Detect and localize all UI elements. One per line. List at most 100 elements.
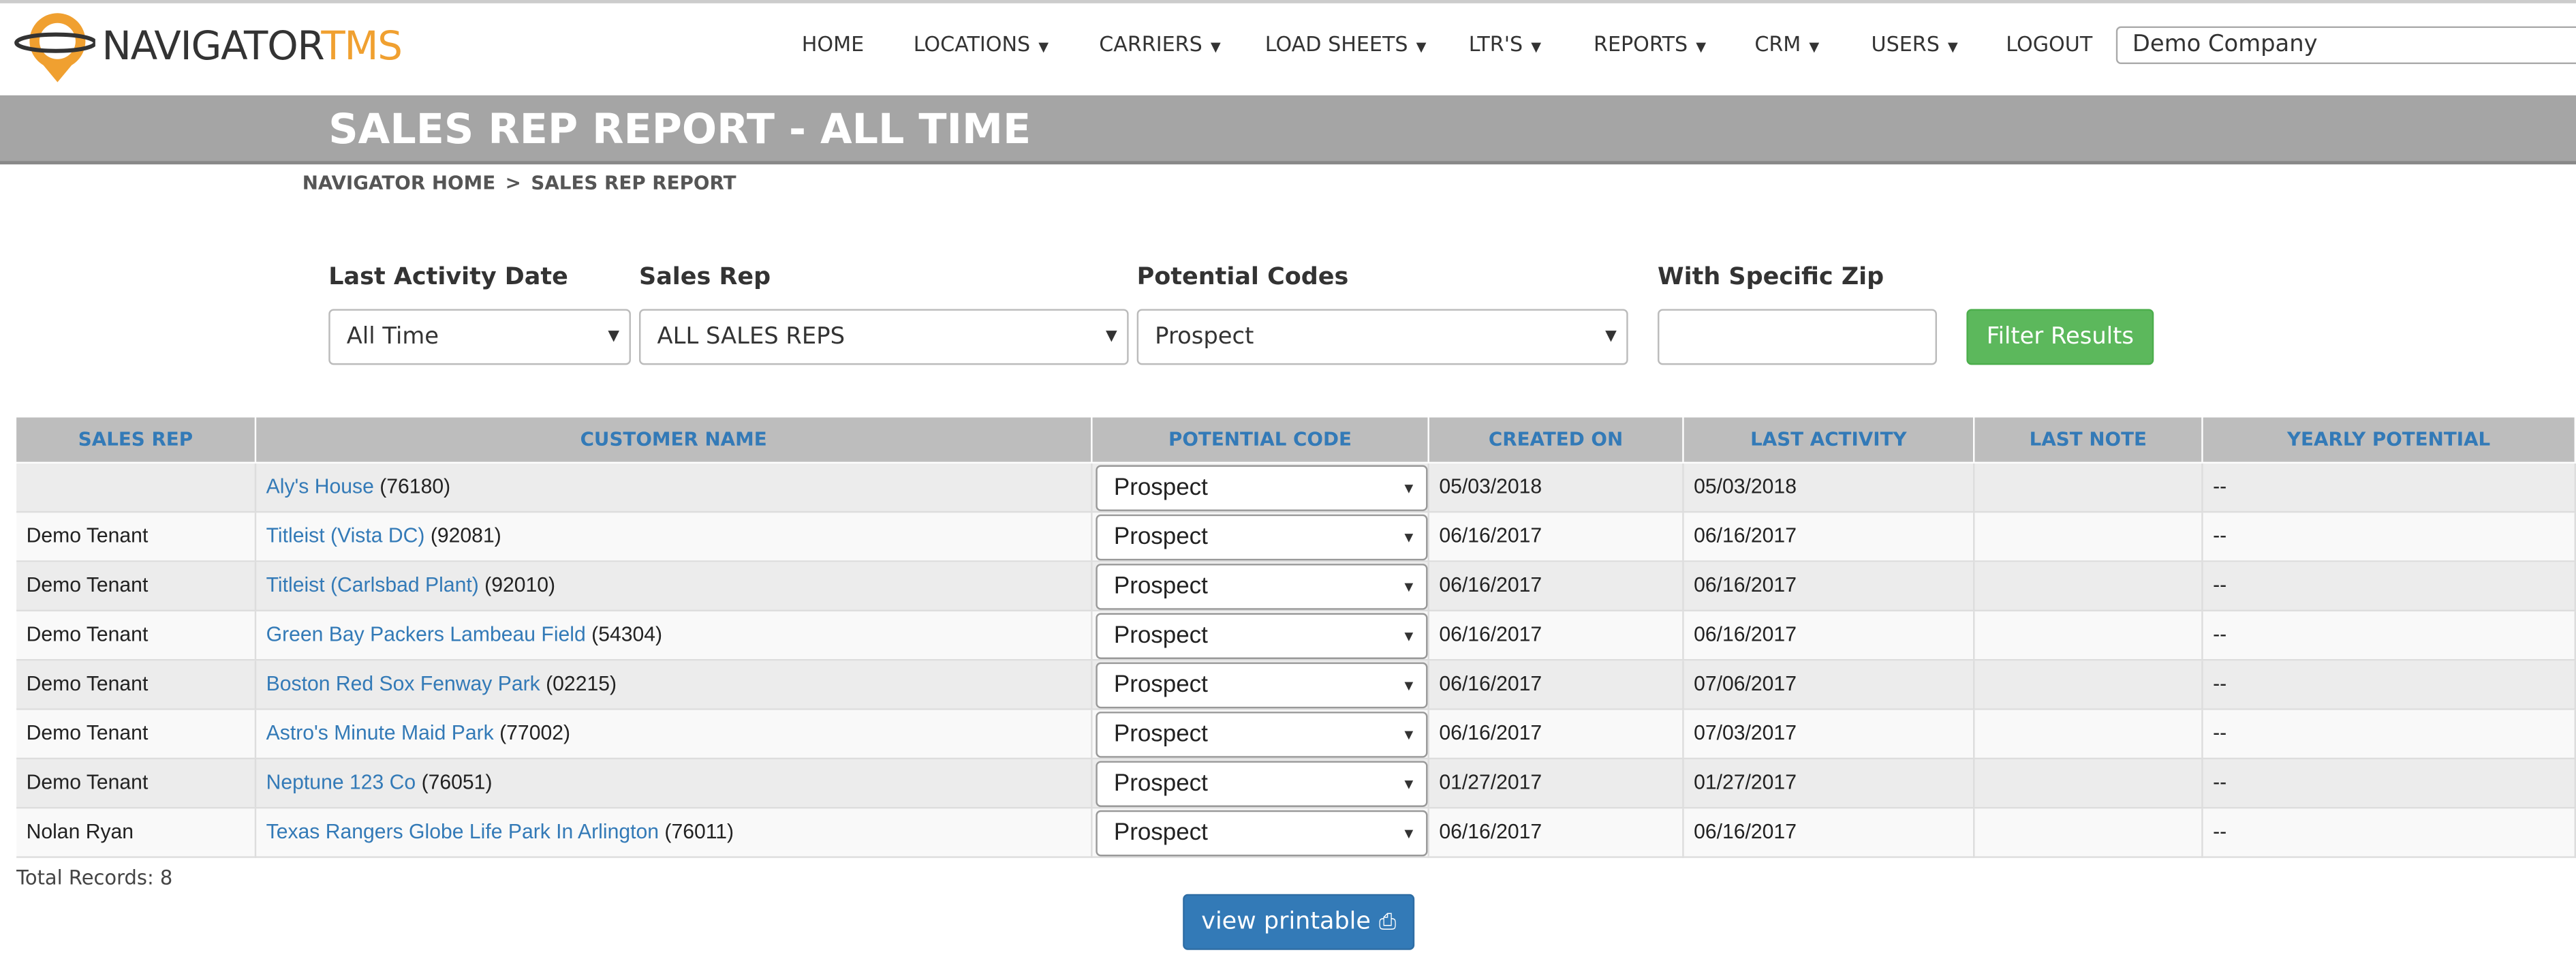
nav-label: HOME — [801, 31, 865, 56]
rep-text: Demo Tenant — [26, 573, 149, 597]
nav-link[interactable]: CRM ▼ — [1754, 31, 1819, 56]
nav-link[interactable]: LOAD SHEETS ▼ — [1265, 31, 1427, 56]
customer-link[interactable]: Neptune 123 Co — [266, 770, 416, 794]
nav-link[interactable]: LTR'S ▼ — [1469, 31, 1541, 56]
table-cell: -- — [2203, 808, 2576, 858]
potential-code-select[interactable]: Prospect ▼ — [1096, 810, 1428, 857]
created-text: 05/03/2018 — [1439, 474, 1542, 498]
rep-text: Nolan Ryan — [26, 820, 134, 844]
filter-select[interactable]: ALL SALES REPS ▼ — [639, 309, 1129, 365]
table-cell: -- — [2203, 513, 2576, 562]
breadcrumb-item[interactable]: NAVIGATOR HOME — [302, 170, 496, 194]
last-activity-text: 06/16/2017 — [1694, 820, 1797, 844]
filter-input[interactable] — [1658, 309, 1937, 365]
nav-label: CRM — [1754, 31, 1801, 56]
last-activity-text: 06/16/2017 — [1694, 573, 1797, 597]
rep-text: Demo Tenant — [26, 721, 149, 745]
table-cell: 01/27/2017 — [1429, 759, 1684, 809]
filter-button[interactable]: Filter Results — [1966, 309, 2154, 365]
table-cell — [16, 463, 257, 513]
potential-code-select[interactable]: Prospect ▼ — [1096, 514, 1428, 561]
select-caret: ▼ — [1401, 577, 1416, 594]
yearly-text: -- — [2213, 573, 2227, 597]
table-cell: Demo Tenant — [16, 611, 257, 661]
select-caret: ▼ — [608, 329, 620, 346]
customer-zip: (92081) — [430, 524, 501, 547]
table-cell: 01/27/2017 — [1684, 759, 1975, 809]
column-header: POTENTIAL CODE — [1093, 417, 1429, 462]
customer-link[interactable]: Titleist (Vista DC) — [266, 524, 425, 547]
potential-code-select[interactable]: Prospect ▼ — [1096, 564, 1428, 610]
potential-code-select[interactable]: Prospect ▼ — [1096, 712, 1428, 758]
last-activity-text: 06/16/2017 — [1694, 622, 1797, 646]
last-activity-text: 07/06/2017 — [1694, 672, 1797, 696]
nav-link[interactable]: USERS ▼ — [1872, 31, 1958, 56]
nav-link[interactable]: HOME — [802, 31, 864, 56]
potential-code-select[interactable]: Prospect ▼ — [1096, 465, 1428, 511]
select-caret: ▼ — [1401, 725, 1416, 742]
table-cell: Prospect ▼ — [1093, 710, 1429, 760]
table-cell: Prospect ▼ — [1093, 611, 1429, 661]
total-records: Total Records: 8 — [16, 866, 173, 889]
last-activity-text: 01/27/2017 — [1694, 770, 1797, 794]
column-header: SALES REP — [16, 417, 257, 462]
filter-select[interactable]: Prospect ▼ — [1136, 309, 1628, 365]
potential-code-value: Prospect — [1113, 720, 1208, 747]
potential-code-value: Prospect — [1113, 671, 1208, 698]
company-select[interactable]: Demo Company — [2115, 26, 2576, 65]
table-cell: 07/06/2017 — [1684, 660, 1975, 710]
nav-caret: ▼ — [1210, 39, 1221, 55]
column-header: CREATED ON — [1429, 417, 1684, 462]
table-cell — [1974, 759, 2203, 809]
table-cell — [1974, 513, 2203, 562]
customer-link[interactable]: Titleist (Carlsbad Plant) — [266, 573, 479, 597]
table-cell: Prospect ▼ — [1093, 562, 1429, 612]
filter-select[interactable]: All Time ▼ — [328, 309, 631, 365]
potential-code-value: Prospect — [1113, 523, 1208, 550]
nav-link[interactable]: REPORTS ▼ — [1594, 31, 1706, 56]
potential-code-select[interactable]: Prospect ▼ — [1096, 613, 1428, 659]
potential-code-select[interactable]: Prospect ▼ — [1096, 662, 1428, 709]
nav-caret: ▼ — [1809, 39, 1820, 55]
table-cell: Aly's House (76180) — [256, 463, 1093, 513]
table-cell: Prospect ▼ — [1093, 759, 1429, 809]
customer-link[interactable]: Texas Rangers Globe Life Park In Arlingt… — [266, 820, 659, 844]
customer-link[interactable]: Aly's House — [266, 474, 374, 498]
nav-link[interactable]: CARRIERS ▼ — [1099, 31, 1220, 56]
banner — [0, 95, 2576, 165]
column-header: YEARLY POTENTIAL — [2203, 417, 2576, 462]
created-text: 06/16/2017 — [1439, 672, 1542, 696]
table-cell: 06/16/2017 — [1429, 513, 1684, 562]
print-icon: ⎙ — [1378, 910, 1397, 936]
table-cell: Green Bay Packers Lambeau Field (54304) — [256, 611, 1093, 661]
table-cell: Prospect ▼ — [1093, 513, 1429, 562]
logo-icon — [14, 13, 95, 82]
filter-label: Sales Rep — [639, 264, 771, 291]
select-caret: ▼ — [1401, 626, 1416, 644]
table-cell: -- — [2203, 660, 2576, 710]
breadcrumb: NAVIGATOR HOME > SALES REP REPORT — [302, 171, 736, 194]
customer-link[interactable]: Green Bay Packers Lambeau Field — [266, 622, 586, 646]
customer-link[interactable]: Astro's Minute Maid Park — [266, 721, 494, 745]
nav-link[interactable]: LOCATIONS ▼ — [914, 31, 1049, 56]
table-cell: 06/16/2017 — [1429, 808, 1684, 858]
table-cell — [1974, 710, 2203, 760]
table-cell: Demo Tenant — [16, 513, 257, 562]
nav-link[interactable]: LOGOUT — [2006, 31, 2092, 56]
table-cell: Prospect ▼ — [1093, 808, 1429, 858]
filter-value: ALL SALES REPS — [657, 324, 845, 350]
table-cell: 05/03/2018 — [1684, 463, 1975, 513]
table-cell: 06/16/2017 — [1684, 611, 1975, 661]
customer-link[interactable]: Boston Red Sox Fenway Park — [266, 672, 540, 696]
table-cell: Neptune 123 Co (76051) — [256, 759, 1093, 809]
table-cell: Demo Tenant — [16, 660, 257, 710]
filter-value: All Time — [346, 324, 439, 350]
table-cell: 06/16/2017 — [1684, 808, 1975, 858]
select-caret: ▼ — [1401, 478, 1416, 496]
printable-button[interactable]: view printable ⎙ — [1183, 894, 1415, 950]
table-cell: Astro's Minute Maid Park (77002) — [256, 710, 1093, 760]
potential-code-select[interactable]: Prospect ▼ — [1096, 761, 1428, 807]
yearly-text: -- — [2213, 474, 2227, 498]
nav-label: USERS — [1871, 31, 1940, 56]
